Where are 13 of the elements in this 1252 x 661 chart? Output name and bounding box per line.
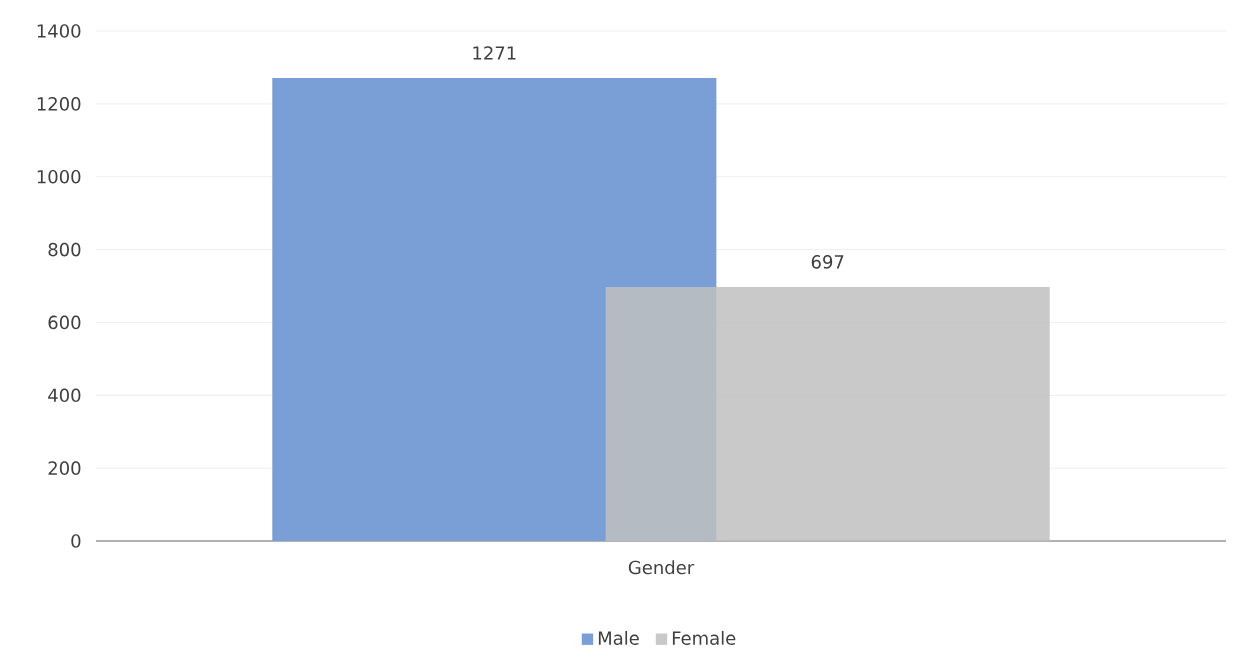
y-tick-label: 1400	[37, 24, 81, 38]
y-tick-label: 1000	[37, 169, 81, 184]
y-tick-label: 1200	[37, 97, 81, 111]
y-tick-label: 600	[48, 315, 81, 330]
data-label: 1271	[473, 46, 516, 60]
y-tick-label: 200	[48, 461, 81, 475]
legend-label: Male	[598, 631, 639, 645]
x-axis-title: Gender	[628, 560, 695, 575]
y-tick-label: 800	[48, 242, 81, 257]
y-tick-label: 0	[71, 534, 81, 548]
data-label: 697	[811, 255, 844, 269]
y-tick-label: 400	[48, 388, 81, 403]
legend-label: Female	[672, 631, 736, 645]
